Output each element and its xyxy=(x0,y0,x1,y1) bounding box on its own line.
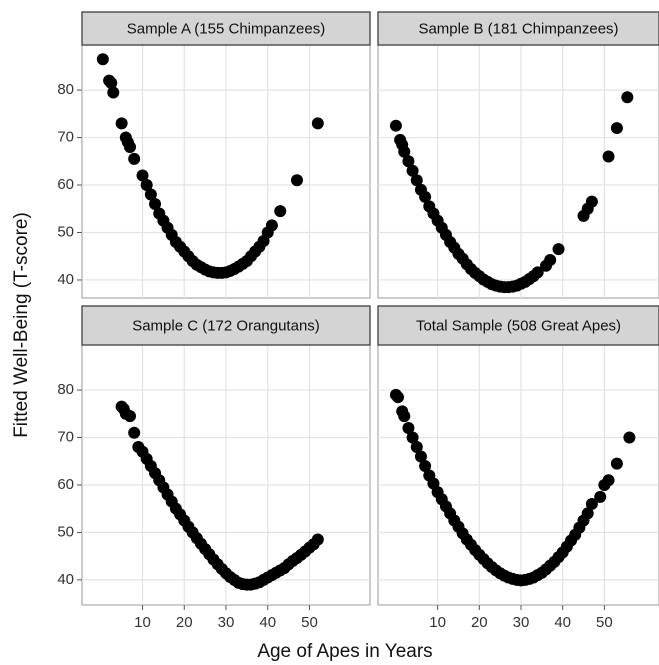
point xyxy=(398,145,411,158)
point xyxy=(136,169,149,182)
strip xyxy=(377,11,659,46)
point xyxy=(144,188,157,201)
x-tick-label: 30 xyxy=(218,614,235,631)
point xyxy=(128,426,141,439)
point xyxy=(410,174,423,187)
point xyxy=(290,174,303,187)
points xyxy=(389,388,636,587)
point xyxy=(149,198,162,211)
point xyxy=(531,266,544,279)
strip-title: Sample C (172 Orangutans) xyxy=(132,317,320,334)
x-tick-label: 30 xyxy=(513,614,530,631)
point xyxy=(602,150,615,163)
point xyxy=(406,164,419,177)
point xyxy=(115,117,128,130)
strip-title: Sample B (181 Chimpanzees) xyxy=(418,20,618,37)
strip xyxy=(377,305,659,346)
panel-background xyxy=(377,344,659,606)
y-tick-label: 40 xyxy=(57,571,74,588)
y-axis-label: Fitted Well-Being (T-score) xyxy=(11,212,32,438)
y-tick-label: 60 xyxy=(57,176,74,193)
point xyxy=(610,122,623,135)
y-tick-label: 60 xyxy=(57,476,74,493)
point xyxy=(311,117,324,130)
x-tick-label: 20 xyxy=(471,614,488,631)
point xyxy=(105,76,118,89)
y-tick-label: 80 xyxy=(57,381,74,398)
point xyxy=(140,179,153,192)
points xyxy=(96,53,324,279)
point xyxy=(402,155,415,168)
point xyxy=(410,441,423,454)
point xyxy=(585,497,598,510)
point xyxy=(389,119,402,132)
y-tick-label: 70 xyxy=(57,129,74,146)
x-tick-label: 50 xyxy=(301,614,318,631)
point xyxy=(274,205,287,218)
point xyxy=(392,391,405,404)
x-tick-label: 10 xyxy=(134,614,151,631)
y-tick-label: 50 xyxy=(57,223,74,240)
point xyxy=(107,86,120,99)
point xyxy=(402,422,415,435)
y-tick-label: 70 xyxy=(57,428,74,445)
point xyxy=(128,152,141,165)
point xyxy=(406,431,419,444)
strip xyxy=(81,11,371,46)
points xyxy=(389,91,634,294)
point xyxy=(419,190,432,203)
point xyxy=(623,431,636,444)
x-tick-label: 40 xyxy=(259,614,276,631)
y-tick-label: 80 xyxy=(57,81,74,98)
strip-title: Sample A (155 Chimpanzees) xyxy=(127,20,325,37)
point xyxy=(581,507,594,520)
point xyxy=(398,410,411,423)
point xyxy=(265,219,278,232)
point xyxy=(544,254,557,267)
strip-title: Total Sample (508 Great Apes) xyxy=(416,317,621,334)
x-axis-label: Age of Apes in Years xyxy=(257,641,432,662)
x-tick-label: 20 xyxy=(176,614,193,631)
y-tick-label: 40 xyxy=(57,271,74,288)
point xyxy=(124,141,136,154)
points xyxy=(115,400,324,591)
x-tick-label: 10 xyxy=(429,614,446,631)
panel-background xyxy=(377,44,659,299)
point xyxy=(414,450,427,463)
point xyxy=(585,195,598,208)
point xyxy=(124,410,136,423)
y-tick-label: 50 xyxy=(57,523,74,540)
point xyxy=(96,53,109,66)
point xyxy=(602,474,615,487)
point xyxy=(419,459,432,472)
x-tick-label: 40 xyxy=(554,614,571,631)
point xyxy=(621,91,634,104)
strip xyxy=(81,305,371,346)
point xyxy=(311,533,324,546)
point xyxy=(552,243,565,256)
point xyxy=(594,490,607,503)
x-tick-label: 50 xyxy=(596,614,613,631)
point xyxy=(610,457,623,470)
